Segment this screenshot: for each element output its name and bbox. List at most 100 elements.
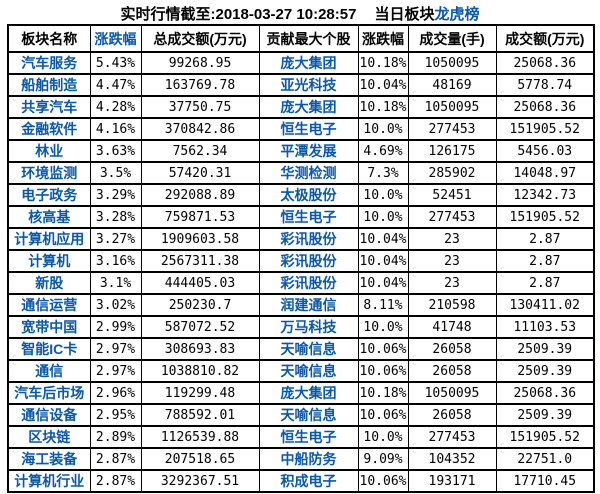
stock-volume-cell: 26058 <box>407 337 497 361</box>
stock-volume-cell: 193171 <box>407 469 497 493</box>
stock-name-cell[interactable]: 润建通信 <box>258 293 359 317</box>
stock-turnover-cell: 2509.39 <box>495 337 595 361</box>
sector-turnover-cell: 1038810.82 <box>140 359 260 383</box>
sector-name-cell[interactable]: 共享汽车 <box>7 95 91 119</box>
sector-turnover-cell: 587072.52 <box>140 315 260 339</box>
sector-change-cell: 4.28% <box>89 95 142 119</box>
sector-name-cell[interactable]: 通信设备 <box>7 403 91 427</box>
stock-name-cell[interactable]: 华测检测 <box>258 161 359 185</box>
stock-name-cell[interactable]: 万马科技 <box>258 315 359 339</box>
sector-name-cell[interactable]: 金融软件 <box>7 117 91 141</box>
stock-volume-cell: 26058 <box>407 359 497 383</box>
stock-volume-cell: 52451 <box>407 183 497 207</box>
stock-name-cell[interactable]: 彩讯股份 <box>258 249 359 273</box>
stock-name-cell[interactable]: 庞大集团 <box>258 51 359 75</box>
stock-change-cell: 7.3% <box>357 161 409 185</box>
table-row: 船舶制造 4.47% 163769.78 亚光科技 10.04% 48169 5778.74 <box>7 73 595 97</box>
stock-name-cell[interactable]: 亚光科技 <box>258 73 359 97</box>
stock-name-cell[interactable]: 庞大集团 <box>258 381 359 405</box>
table-body: 汽车服务 5.43% 99268.95 庞大集团 10.18% 1050095 25068.… <box>7 51 595 493</box>
sector-turnover-cell: 370842.86 <box>140 117 260 141</box>
sector-change-cell: 3.29% <box>89 183 142 207</box>
sector-turnover-cell: 119299.48 <box>140 381 260 405</box>
sector-turnover-cell: 57420.31 <box>140 161 260 185</box>
stock-name-cell[interactable]: 中船防务 <box>258 447 359 471</box>
stock-volume-cell: 1050095 <box>407 51 497 75</box>
stock-change-cell: 4.69% <box>357 139 409 163</box>
stock-change-cell: 9.09% <box>357 447 409 471</box>
sector-turnover-cell: 1126539.88 <box>140 425 260 449</box>
stock-name-cell[interactable]: 天喻信息 <box>258 403 359 427</box>
sector-turnover-cell: 292088.89 <box>140 183 260 207</box>
stock-turnover-cell: 151905.52 <box>495 117 595 141</box>
stock-change-cell: 10.0% <box>357 425 409 449</box>
stock-name-cell[interactable]: 天喻信息 <box>258 359 359 383</box>
sector-name-cell[interactable]: 宽带中国 <box>7 315 91 339</box>
stock-turnover-cell: 151905.52 <box>495 205 595 229</box>
stock-name-cell[interactable]: 恒生电子 <box>258 117 359 141</box>
table-row: 核高基 3.28% 759871.53 恒生电子 10.0% 277453 151905.5… <box>7 205 595 229</box>
sector-name-cell[interactable]: 计算机应用 <box>7 227 91 251</box>
sector-name-cell[interactable]: 区块链 <box>7 425 91 449</box>
stock-name-cell[interactable]: 恒生电子 <box>258 205 359 229</box>
sector-change-cell: 3.27% <box>89 227 142 251</box>
column-header-sector-turnover: 总成交额(万元) <box>140 24 260 53</box>
stock-volume-cell: 285902 <box>407 161 497 185</box>
sector-name-cell[interactable]: 电子政务 <box>7 183 91 207</box>
longhubang-link[interactable]: 龙虎榜 <box>434 6 480 23</box>
title-datetime: 2018-03-27 10:28:57 <box>215 6 357 23</box>
stock-name-cell[interactable]: 天喻信息 <box>258 337 359 361</box>
sector-change-cell: 3.16% <box>89 249 142 273</box>
sector-name-cell[interactable]: 计算机行业 <box>7 469 91 493</box>
sector-name-cell[interactable]: 计算机 <box>7 249 91 273</box>
stock-name-cell[interactable]: 庞大集团 <box>258 95 359 119</box>
sector-turnover-cell: 2567311.38 <box>140 249 260 273</box>
sector-change-cell: 3.5% <box>89 161 142 185</box>
stock-volume-cell: 23 <box>407 271 497 295</box>
sector-turnover-cell: 99268.95 <box>140 51 260 75</box>
stock-volume-cell: 41748 <box>407 315 497 339</box>
sector-change-cell: 2.97% <box>89 359 142 383</box>
stock-volume-cell: 277453 <box>407 117 497 141</box>
sector-name-cell[interactable]: 智能IC卡 <box>7 337 91 361</box>
stock-name-cell[interactable]: 平潭发展 <box>258 139 359 163</box>
column-header-sector-change[interactable]: 涨跌幅 <box>89 24 142 53</box>
stock-turnover-cell: 25068.36 <box>495 51 595 75</box>
stock-turnover-cell: 11103.53 <box>495 315 595 339</box>
table-row: 海工装备 2.87% 207518.65 中船防务 9.09% 104352 22751.0 <box>7 447 595 471</box>
stock-name-cell[interactable]: 彩讯股份 <box>258 271 359 295</box>
column-header-stock-volume: 成交量(手) <box>407 24 497 53</box>
stock-turnover-cell: 5778.74 <box>495 73 595 97</box>
stock-change-cell: 10.04% <box>357 73 409 97</box>
sector-turnover-cell: 444405.03 <box>140 271 260 295</box>
column-header-stock-change: 涨跌幅 <box>357 24 409 53</box>
sector-name-cell[interactable]: 环境监测 <box>7 161 91 185</box>
table-row: 新股 3.1% 444405.03 彩讯股份 10.04% 23 2.87 <box>7 271 595 295</box>
header-row: 板块名称 涨跌幅 总成交额(万元) 贡献最大个股 涨跌幅 成交量(手) 成交额(万元) <box>7 24 595 53</box>
sector-name-cell[interactable]: 汽车服务 <box>7 51 91 75</box>
sector-name-cell[interactable]: 核高基 <box>7 205 91 229</box>
stock-change-cell: 10.18% <box>357 51 409 75</box>
page-title: 实时行情截至:2018-03-27 10:28:57 当日板块龙虎榜 <box>0 0 600 24</box>
title-prefix: 实时行情截至: <box>120 6 216 23</box>
sector-name-cell[interactable]: 林业 <box>7 139 91 163</box>
stock-volume-cell: 277453 <box>407 205 497 229</box>
stock-name-cell[interactable]: 恒生电子 <box>258 425 359 449</box>
table-row: 通信运营 3.02% 250230.7 润建通信 8.11% 210598 130411.0… <box>7 293 595 317</box>
sector-turnover-cell: 3292367.51 <box>140 469 260 493</box>
sector-turnover-cell: 37750.75 <box>140 95 260 119</box>
sector-name-cell[interactable]: 海工装备 <box>7 447 91 471</box>
sector-name-cell[interactable]: 汽车后市场 <box>7 381 91 405</box>
sector-name-cell[interactable]: 船舶制造 <box>7 73 91 97</box>
stock-change-cell: 10.0% <box>357 117 409 141</box>
sector-name-cell[interactable]: 通信运营 <box>7 293 91 317</box>
stock-name-cell[interactable]: 彩讯股份 <box>258 227 359 251</box>
stock-volume-cell: 1050095 <box>407 381 497 405</box>
stock-name-cell[interactable]: 太极股份 <box>258 183 359 207</box>
stock-turnover-cell: 12342.73 <box>495 183 595 207</box>
sector-name-cell[interactable]: 通信 <box>7 359 91 383</box>
sector-change-cell: 3.28% <box>89 205 142 229</box>
sector-name-cell[interactable]: 新股 <box>7 271 91 295</box>
stock-name-cell[interactable]: 积成电子 <box>258 469 359 493</box>
sector-turnover-cell: 759871.53 <box>140 205 260 229</box>
